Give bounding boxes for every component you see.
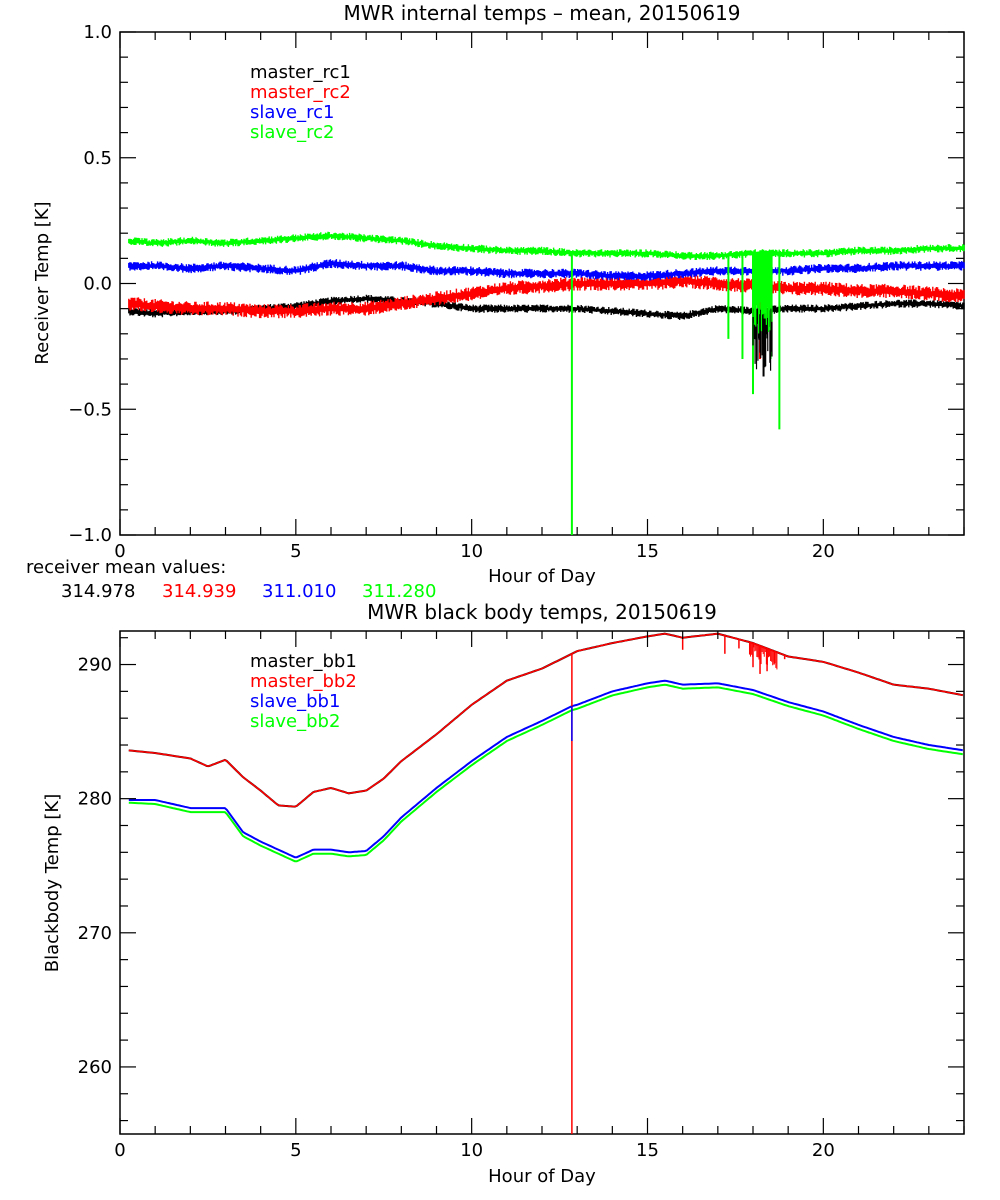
y-tick-label: 1.0 [83, 22, 112, 43]
mean-value: 314.978 [61, 581, 135, 602]
y-tick-labels: 290 280 270 260 [78, 655, 112, 1078]
y-axis-label: Receiver Temp [K] [32, 201, 53, 364]
dropout-cluster [752, 253, 773, 371]
x-axis-label: Hour of Day [488, 1166, 596, 1187]
legend-item-slave_bb2: slave_bb2 [250, 711, 340, 732]
y-tick-label: 290 [78, 655, 112, 676]
series-line [128, 259, 965, 281]
x-tick-labels: 0 5 10 15 20 [114, 1140, 835, 1161]
series-slave_bb1 [128, 679, 963, 859]
mean-value: 311.010 [262, 581, 336, 602]
series-line [128, 231, 965, 260]
legend-item-master_bb1: master_bb1 [250, 651, 357, 672]
y-tick-label: 270 [78, 923, 112, 944]
y-tick-labels: 1.0 0.5 0.0 −0.5 −1.0 [68, 22, 112, 546]
legend-item-slave_rc1: slave_rc1 [250, 102, 335, 123]
chart-title: MWR black body temps, 20150619 [367, 600, 717, 624]
mean-values-label: receiver mean values: [26, 557, 226, 578]
legend-item-slave_bb1: slave_bb1 [250, 691, 340, 712]
chart-blackbody-temps: MWR black body temps, 20150619 0 5 10 15 20 … [42, 600, 965, 1187]
series-slave_rc1 [128, 259, 965, 281]
series-line [128, 632, 963, 808]
x-tick-label: 10 [460, 541, 483, 562]
dropout-cluster [748, 642, 778, 670]
y-axis-label: Blackbody Temp [K] [42, 794, 63, 972]
y-tick-label: 0.5 [83, 148, 112, 169]
axis-ticks [119, 631, 965, 1134]
mean-value: 314.939 [162, 581, 236, 602]
x-tick-label: 15 [636, 541, 659, 562]
x-tick-label: 5 [290, 1140, 301, 1161]
y-tick-label: −0.5 [68, 399, 112, 420]
series-group [128, 632, 963, 1134]
axis-ticks [119, 31, 965, 536]
x-tick-labels: 0 5 10 15 20 [114, 541, 835, 562]
x-tick-label: 20 [812, 1140, 835, 1161]
x-tick-label: 0 [114, 541, 125, 562]
y-tick-label: 0.0 [83, 274, 112, 295]
chart-internal-temps: MWR internal temps – mean, 20150619 0 5 10… [26, 1, 965, 602]
y-tick-label: 260 [78, 1057, 112, 1078]
mean-values: 314.978 314.939 311.010 311.280 [61, 581, 436, 602]
y-tick-label: 280 [78, 789, 112, 810]
series-slave_bb2 [128, 683, 963, 863]
mean-value: 311.280 [362, 581, 436, 602]
series-master_bb2 [128, 632, 963, 808]
legend-item-master_bb2: master_bb2 [250, 671, 357, 692]
x-tick-label: 20 [812, 541, 835, 562]
plot-frame [119, 630, 965, 1135]
series-slave_rc2 [128, 231, 965, 260]
chart-title: MWR internal temps – mean, 20150619 [343, 1, 740, 25]
x-axis-label: Hour of Day [488, 566, 596, 587]
series-group [128, 231, 965, 535]
series-line [128, 679, 963, 859]
x-tick-label: 15 [636, 1140, 659, 1161]
series-line [128, 683, 963, 863]
legend-item-slave_rc2: slave_rc2 [250, 122, 335, 143]
x-tick-label: 0 [114, 1140, 125, 1161]
legend-item-master_rc1: master_rc1 [250, 62, 351, 83]
x-tick-label: 5 [290, 541, 301, 562]
x-tick-label: 10 [460, 1140, 483, 1161]
y-tick-label: −1.0 [68, 525, 112, 546]
legend-item-master_rc2: master_rc2 [250, 82, 351, 103]
